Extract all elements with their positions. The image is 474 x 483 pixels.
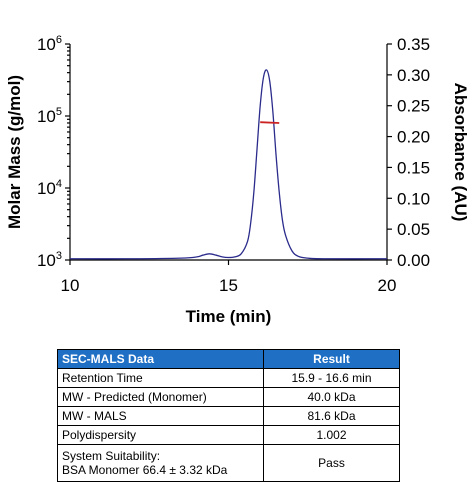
table-header-data: SEC-MALS Data (57, 349, 264, 369)
row-value: 1.002 (263, 425, 400, 445)
y-left-tick-label: 103 (37, 250, 62, 270)
table-header-result: Result (263, 349, 400, 369)
table-row: MW - Predicted (Monomer) 40.0 kDa (57, 387, 400, 407)
suitability-label: System Suitability: BSA Monomer 66.4 ± 3… (57, 444, 264, 482)
chart-labels: 10 15 20 106 105 104 103 0.35 0.30 0.25 0.20 0.15 0.… (5, 34, 470, 326)
row-value: 81.6 kDa (263, 406, 400, 426)
sec-mals-chart: 10 15 20 106 105 104 103 0.35 0.30 0.25 0.20 0.15 0.… (5, 34, 470, 326)
suitability-label-line2: BSA Monomer 66.4 ± 3.32 kDa (62, 463, 228, 477)
y-right-tick-label: 0.05 (397, 220, 430, 239)
y-left-tick-label: 106 (37, 34, 62, 54)
row-label: Polydispersity (57, 425, 264, 445)
table-row: Polydispersity 1.002 (57, 425, 400, 445)
chart-series (69, 69, 388, 260)
row-label: MW - Predicted (Monomer) (57, 387, 264, 407)
y-axis-right-title: Absorbance (AU) (451, 83, 470, 222)
y-right-tick-label: 0.20 (397, 128, 430, 147)
y-right-tick-label: 0.35 (397, 35, 430, 54)
molar-mass-line (260, 121, 280, 124)
table-header-row: SEC-MALS Data Result (57, 349, 400, 369)
suitability-label-line1: System Suitability: (62, 449, 161, 463)
row-value: 15.9 - 16.6 min (263, 368, 400, 388)
row-value: 40.0 kDa (263, 387, 400, 407)
y-left-tick-label: 105 (37, 106, 62, 126)
row-label: Retention Time (57, 368, 264, 388)
y-right-tick-label: 0.15 (397, 158, 430, 177)
y-left-tick-label: 104 (37, 178, 62, 198)
x-axis-title: Time (min) (186, 307, 272, 326)
x-tick-label: 20 (378, 276, 397, 295)
y-right-tick-label: 0.25 (397, 97, 430, 116)
table-row: Retention Time 15.9 - 16.6 min (57, 368, 400, 388)
x-tick-label: 10 (61, 276, 80, 295)
sec-mals-results-table: SEC-MALS Data Result Retention Time 15.9… (57, 349, 400, 482)
chart-axes (65, 43, 392, 265)
row-label: MW - MALS (57, 406, 264, 426)
suitability-value: Pass (263, 444, 400, 482)
absorbance-trace (69, 69, 388, 260)
y-axis-left-title: Molar Mass (g/mol) (5, 75, 24, 229)
table-row-suitability: System Suitability: BSA Monomer 66.4 ± 3… (57, 444, 400, 482)
x-tick-label: 15 (219, 276, 238, 295)
y-right-tick-label: 0.30 (397, 66, 430, 85)
y-right-tick-label: 0.00 (397, 251, 430, 270)
table-row: MW - MALS 81.6 kDa (57, 406, 400, 426)
y-right-tick-label: 0.10 (397, 189, 430, 208)
